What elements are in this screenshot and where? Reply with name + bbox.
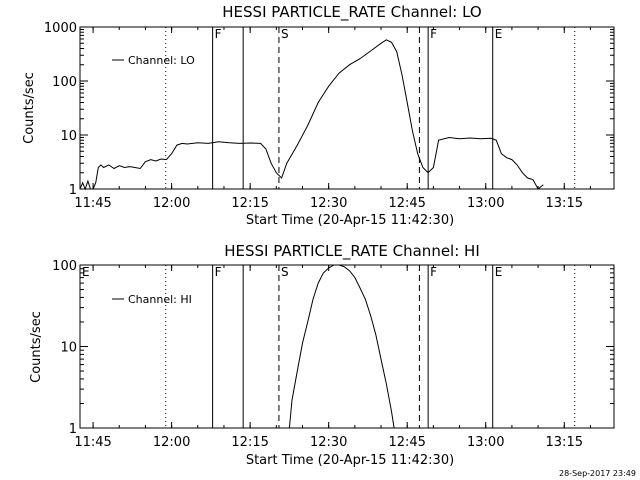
flag-letter-hi-7: E (495, 265, 503, 279)
x-tick-label-hi-3: 12:30 (310, 435, 347, 450)
y-tick-label-lo-0: 1 (69, 183, 77, 198)
x-tick-label-hi-4: 12:45 (388, 435, 425, 450)
flag-letter-lo-1: F (215, 27, 222, 41)
y-tick-label-hi-1: 10 (60, 341, 77, 356)
y-axis-label-hi: Counts/sec (29, 311, 44, 383)
legend-label-hi: Channel: HI (128, 293, 192, 306)
series-hi-line (288, 264, 395, 429)
x-axis-label-lo: Start Time (20-Apr-15 11:42:30) (246, 213, 454, 228)
frame-lo (79, 26, 615, 190)
y-tick-label-lo-1: 10 (60, 129, 77, 144)
flag-letter-hi-2: F (215, 265, 222, 279)
title-hi: HESSI PARTICLE_RATE Channel: HI (224, 242, 480, 261)
flag-letter-lo-6: E (495, 27, 503, 41)
title-lo: HESSI PARTICLE_RATE Channel: LO (222, 3, 481, 22)
x-tick-label-lo-4: 12:45 (388, 196, 425, 211)
x-tick-label-hi-5: 13:00 (467, 435, 504, 450)
series-lo-line (79, 39, 544, 191)
x-tick-label-hi-0: 11:45 (74, 435, 111, 450)
timestamp: 28-Sep-2017 23:49 (559, 469, 636, 478)
y-tick-label-lo-2: 100 (52, 75, 77, 90)
x-tick-label-hi-1: 12:00 (153, 435, 190, 450)
x-tick-label-hi-6: 13:15 (546, 435, 583, 450)
x-tick-label-lo-2: 12:15 (231, 196, 268, 211)
y-tick-label-hi-0: 1 (69, 422, 77, 437)
legend-label-lo: Channel: LO (128, 54, 195, 67)
x-tick-label-lo-3: 12:30 (310, 196, 347, 211)
x-tick-label-lo-0: 11:45 (74, 196, 111, 211)
flag-letter-lo-5: F (430, 27, 437, 41)
x-tick-label-hi-2: 12:15 (231, 435, 268, 450)
x-axis-label-hi: Start Time (20-Apr-15 11:42:30) (246, 453, 454, 468)
y-tick-label-lo-3: 1000 (44, 21, 77, 36)
flag-letter-lo-3: S (281, 27, 289, 41)
x-tick-label-lo-6: 13:15 (546, 196, 583, 211)
x-tick-label-lo-5: 13:00 (467, 196, 504, 211)
flag-letter-hi-6: F (430, 265, 437, 279)
panel-lo: HESSI PARTICLE_RATE Channel: LO F S F E 11:… (22, 3, 615, 228)
flag-letter-hi-0: E (82, 265, 90, 279)
flag-letter-hi-4: S (281, 265, 289, 279)
y-axis-label-lo: Counts/sec (22, 72, 37, 144)
x-tick-label-lo-1: 12:00 (153, 196, 190, 211)
y-tick-label-hi-2: 100 (52, 259, 77, 274)
frame-hi (79, 264, 615, 429)
